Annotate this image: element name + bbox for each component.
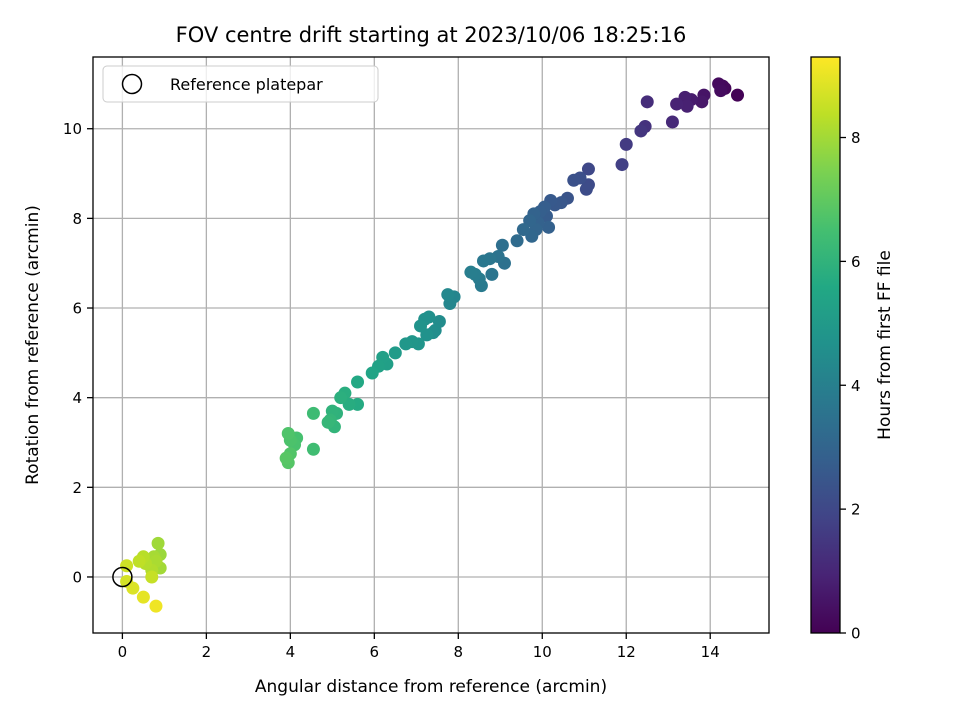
data-point xyxy=(665,115,679,129)
y-tick-label: 8 xyxy=(72,210,82,228)
x-axis-ticks: 0 2 4 6 8 10 12 14 xyxy=(118,633,720,661)
y-tick-label: 2 xyxy=(72,479,82,497)
data-point xyxy=(281,427,295,441)
data-points xyxy=(120,77,745,613)
x-tick-label: 14 xyxy=(701,643,720,661)
y-tick-label: 6 xyxy=(72,300,82,318)
colorbar-tick-label: 0 xyxy=(851,625,861,643)
data-point xyxy=(279,451,293,465)
grid xyxy=(93,57,769,633)
colorbar-tick-label: 4 xyxy=(851,377,861,395)
colorbar-gradient xyxy=(811,57,840,633)
data-point xyxy=(306,406,320,420)
data-point xyxy=(731,88,745,102)
data-point xyxy=(670,97,684,111)
data-point xyxy=(126,581,140,595)
legend-entry-reference: Reference platepar xyxy=(170,75,323,94)
data-point xyxy=(464,265,478,279)
legend-marker xyxy=(121,73,143,95)
x-tick-label: 6 xyxy=(370,643,380,661)
legend: Reference platepar xyxy=(102,65,379,103)
x-tick-label: 2 xyxy=(202,643,212,661)
data-point xyxy=(132,554,146,568)
colorbar-label: Hours from first FF file xyxy=(875,250,895,440)
data-point xyxy=(680,99,694,113)
x-tick-label: 10 xyxy=(533,643,552,661)
data-point xyxy=(495,238,509,252)
data-point xyxy=(581,162,595,176)
data-point xyxy=(476,254,490,268)
data-point xyxy=(485,267,499,281)
data-point xyxy=(321,415,335,429)
data-point xyxy=(136,590,150,604)
colorbar-ticks: 0 2 4 6 8 xyxy=(840,129,861,643)
data-point xyxy=(145,570,159,584)
x-tick-label: 4 xyxy=(286,643,296,661)
x-tick-label: 8 xyxy=(454,643,464,661)
y-tick-label: 4 xyxy=(72,389,82,407)
data-point xyxy=(306,442,320,456)
data-point xyxy=(567,173,581,187)
colorbar: 0 2 4 6 8 Hours from first FF file xyxy=(810,56,895,643)
data-point xyxy=(579,182,593,196)
data-point xyxy=(365,366,379,380)
x-axis-label: Angular distance from reference (arcmin) xyxy=(255,677,607,697)
plot-frame xyxy=(92,56,770,634)
data-point xyxy=(615,158,629,172)
reference-marker-layer xyxy=(112,566,133,588)
data-point xyxy=(399,337,413,351)
y-tick-label: 0 xyxy=(72,568,82,586)
x-tick-label: 12 xyxy=(617,643,636,661)
data-point xyxy=(516,223,530,237)
data-point xyxy=(441,288,455,302)
data-point xyxy=(351,375,365,389)
y-tick-label: 10 xyxy=(63,120,82,138)
reference-platepar-marker xyxy=(112,566,133,588)
data-point xyxy=(542,220,556,234)
data-point xyxy=(149,599,163,613)
data-point xyxy=(640,95,654,109)
colorbar-tick-label: 6 xyxy=(851,253,861,271)
y-axis-label: Rotation from reference (arcmin) xyxy=(23,205,43,485)
data-point xyxy=(695,95,709,109)
data-point xyxy=(510,234,524,248)
data-point xyxy=(634,124,648,138)
data-point xyxy=(619,137,633,151)
data-point xyxy=(388,346,402,360)
chart-title: FOV centre drift starting at 2023/10/06 … xyxy=(176,23,687,47)
data-point xyxy=(714,84,728,98)
x-tick-label: 0 xyxy=(118,643,128,661)
colorbar-tick-label: 2 xyxy=(851,501,861,519)
colorbar-frame xyxy=(810,56,841,634)
data-point xyxy=(151,536,165,550)
data-point xyxy=(120,559,134,573)
colorbar-tick-label: 8 xyxy=(851,129,861,147)
data-point xyxy=(414,319,428,333)
y-axis-ticks: 0 2 4 6 8 10 xyxy=(63,120,93,586)
data-point xyxy=(334,391,348,405)
